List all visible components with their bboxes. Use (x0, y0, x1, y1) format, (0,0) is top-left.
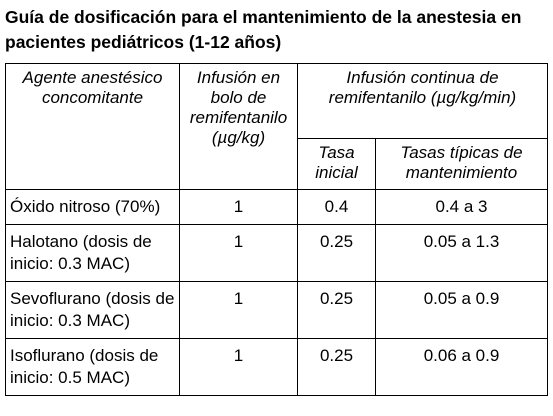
header-continuous: Infusión continua de remifentanilo (µg/k… (297, 63, 548, 139)
table-row: Isoflurano (dosis de inicio: 0.5 MAC) 1 … (5, 338, 548, 396)
cell-initial: 0.25 (297, 338, 376, 396)
cell-maintenance: 0.05 a 1.3 (375, 224, 548, 282)
header-row: Agente anestésico concomitante Infusión … (5, 63, 548, 190)
header-agent: Agente anestésico concomitante (5, 63, 180, 190)
cell-bolus: 1 (179, 281, 298, 339)
cell-agent: Isoflurano (dosis de inicio: 0.5 MAC) (5, 338, 180, 396)
header-bolus: Infusión en bolo de remifentanilo (µg/kg… (179, 63, 298, 190)
cell-agent: Halotano (dosis de inicio: 0.3 MAC) (5, 224, 180, 282)
table-row: Halotano (dosis de inicio: 0.3 MAC) 1 0.… (5, 224, 548, 282)
cell-agent: Óxido nitroso (70%) (5, 189, 180, 225)
subheader-row: Tasa inicial Tasas típicas de mantenimie… (6, 138, 548, 190)
table-row: Óxido nitroso (70%) 1 0.4 0.4 a 3 (5, 189, 548, 225)
cell-maintenance: 0.05 a 0.9 (375, 281, 548, 339)
cell-maintenance: 0.4 a 3 (375, 189, 548, 225)
table-title: Guía de dosificación para el mantenimien… (5, 7, 522, 52)
table-row: Sevoflurano (dosis de inicio: 0.3 MAC) 1… (5, 281, 548, 339)
cell-bolus: 1 (179, 338, 298, 396)
cell-bolus: 1 (179, 224, 298, 282)
header-maintenance-rates: Tasas típicas de mantenimiento (375, 138, 548, 190)
cell-initial: 0.4 (297, 189, 376, 225)
dosing-table: Agente anestésico concomitante Infusión … (5, 63, 548, 396)
cell-maintenance: 0.06 a 0.9 (375, 338, 548, 396)
header-initial-rate: Tasa inicial (297, 138, 376, 190)
cell-agent: Sevoflurano (dosis de inicio: 0.3 MAC) (5, 281, 180, 339)
cell-initial: 0.25 (297, 224, 376, 282)
cell-initial: 0.25 (297, 281, 376, 339)
cell-bolus: 1 (179, 189, 298, 225)
